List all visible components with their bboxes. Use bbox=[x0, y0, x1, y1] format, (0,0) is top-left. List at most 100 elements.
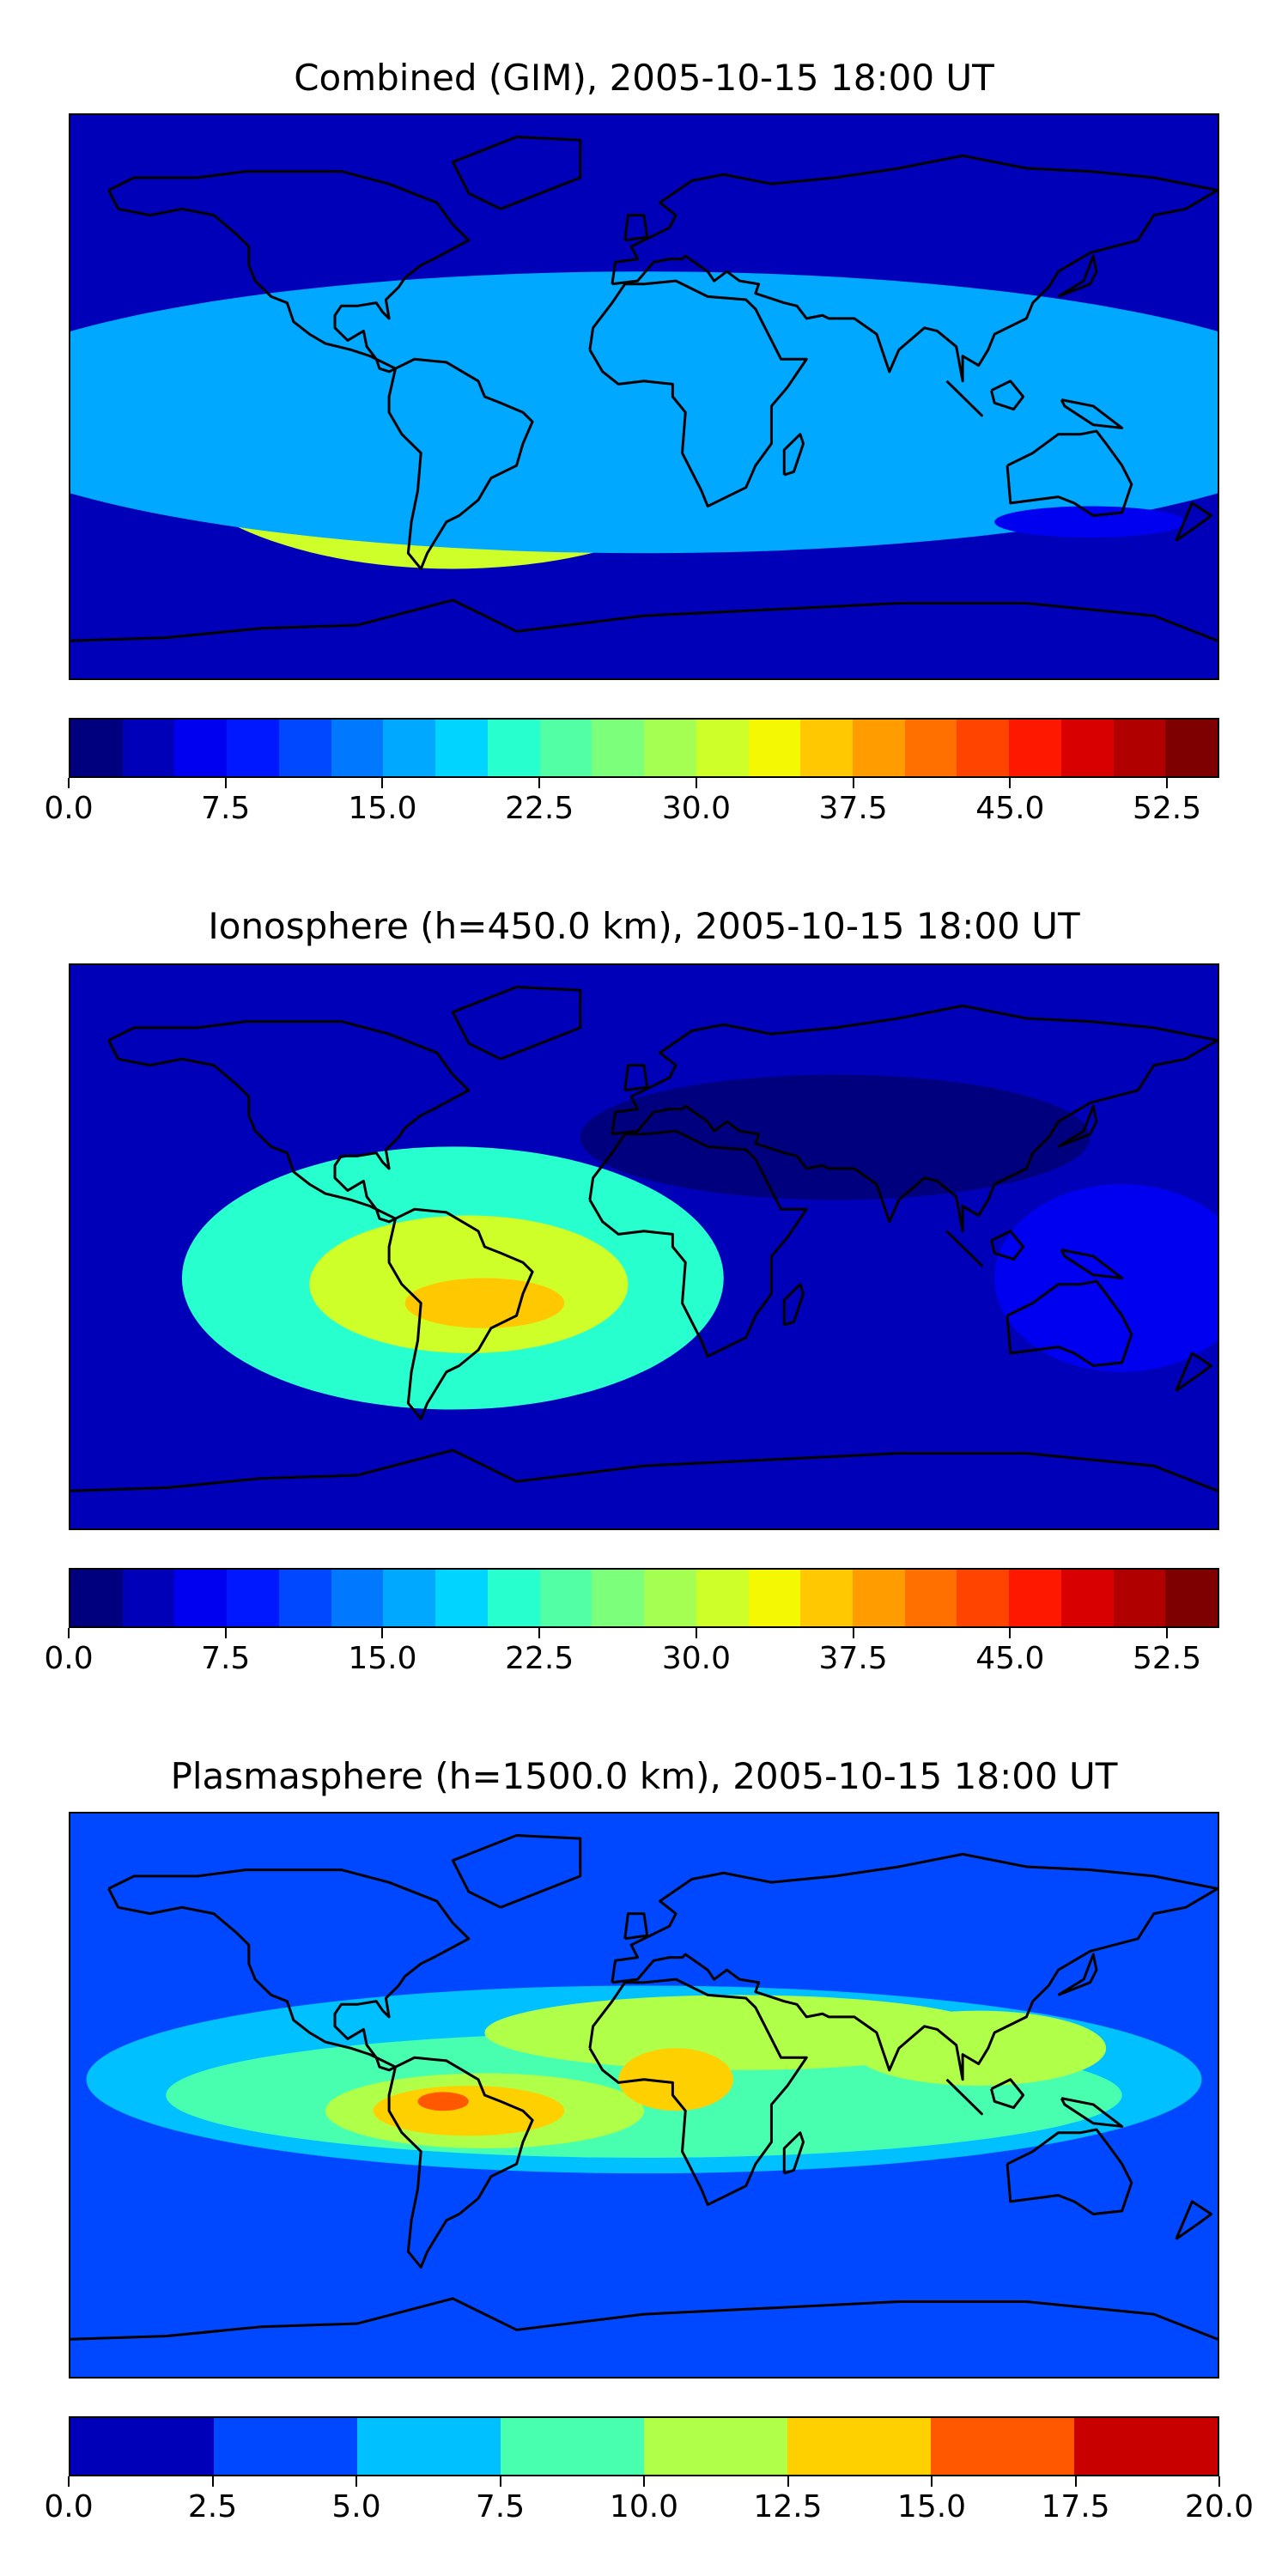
colorbar-segment bbox=[800, 1570, 854, 1626]
colorbar-tick bbox=[695, 778, 697, 788]
colorbar-segment bbox=[174, 720, 228, 776]
colorbar-tick-label: 52.5 bbox=[1133, 791, 1202, 826]
colorbar-tick bbox=[1166, 778, 1169, 788]
colorbar-tick bbox=[1074, 2476, 1077, 2487]
colorbar-segment bbox=[227, 720, 279, 776]
colorbar-tick bbox=[224, 778, 227, 788]
colorbar-tick-label: 45.0 bbox=[975, 1641, 1045, 1676]
heatmap-region-4 bbox=[70, 271, 1218, 554]
colorbar-segment bbox=[383, 1570, 436, 1626]
colorbar-tick-label: 15.0 bbox=[896, 2489, 967, 2524]
colorbar-tick-label: 10.0 bbox=[609, 2489, 679, 2524]
colorbar-tick-label: 0.0 bbox=[44, 2489, 94, 2524]
panel-2-title: Ionosphere (h=450.0 km), 2005-10-15 18:0… bbox=[208, 905, 1080, 947]
colorbar-segment bbox=[487, 1570, 540, 1626]
colorbar-tick-label: 15.0 bbox=[348, 1641, 417, 1676]
coastline bbox=[1060, 1249, 1124, 1279]
colorbar-segment bbox=[70, 2418, 214, 2475]
heatmap-region-7 bbox=[417, 2092, 469, 2111]
colorbar-segment bbox=[957, 1570, 1010, 1626]
coastline bbox=[451, 136, 582, 210]
colorbar-tick bbox=[68, 2476, 70, 2487]
colorbar-tick bbox=[381, 778, 384, 788]
colorbar-segment bbox=[1009, 1570, 1061, 1626]
heatmap-region-2 bbox=[404, 1278, 565, 1328]
colorbar-tick bbox=[787, 2476, 789, 2487]
coastline bbox=[782, 433, 805, 477]
colorbar-tick bbox=[68, 1628, 70, 1638]
coastline bbox=[945, 1230, 983, 1267]
colorbar-tick-label: 2.5 bbox=[187, 2489, 238, 2524]
coastline bbox=[1175, 2200, 1213, 2240]
panel-3-colorbar bbox=[69, 2416, 1219, 2476]
colorbar-tick bbox=[1009, 1628, 1012, 1638]
coastline bbox=[990, 380, 1025, 411]
colorbar-tick bbox=[355, 2476, 357, 2487]
colorbar-tick bbox=[224, 1628, 227, 1638]
colorbar-segment bbox=[1113, 1570, 1166, 1626]
coastline bbox=[1005, 1279, 1133, 1367]
colorbar-tick bbox=[1009, 778, 1012, 788]
coastline bbox=[451, 986, 582, 1060]
colorbar-segment bbox=[435, 1570, 488, 1626]
panel-2-colorbar bbox=[69, 1568, 1219, 1628]
coastline bbox=[387, 357, 534, 570]
colorbar-tick bbox=[643, 2476, 645, 2487]
colorbar-segment bbox=[70, 720, 123, 776]
coastline bbox=[611, 1004, 1218, 1233]
colorbar-tick-label: 12.5 bbox=[753, 2489, 823, 2524]
coastline bbox=[588, 279, 808, 508]
coastline bbox=[1175, 501, 1213, 542]
colorbar-tick-label: 22.5 bbox=[505, 791, 574, 826]
heatmap-region-4 bbox=[851, 2010, 1107, 2087]
coastline bbox=[782, 2131, 805, 2175]
coastline bbox=[70, 2297, 1218, 2341]
panel-1-map bbox=[69, 113, 1219, 680]
heatmap-region-6 bbox=[618, 2048, 733, 2111]
colorbar-tick-label: 37.5 bbox=[818, 791, 888, 826]
coastline bbox=[1005, 429, 1133, 517]
colorbar-tick-label: 37.5 bbox=[818, 1641, 888, 1676]
colorbar-segment bbox=[592, 720, 645, 776]
coastline bbox=[623, 214, 649, 242]
colorbar-segment bbox=[227, 1570, 279, 1626]
coastline bbox=[945, 380, 983, 417]
panel-3-title: Plasmasphere (h=1500.0 km), 2005-10-15 1… bbox=[170, 1755, 1118, 1797]
colorbar-tick-label: 7.5 bbox=[475, 2489, 526, 2524]
heatmap-region-3 bbox=[580, 1074, 1091, 1200]
colorbar-segment bbox=[1009, 720, 1061, 776]
colorbar-segment bbox=[383, 720, 436, 776]
colorbar-segment bbox=[644, 2418, 787, 2475]
panel-1-title: Combined (GIM), 2005-10-15 18:00 UT bbox=[294, 57, 994, 99]
colorbar-segment bbox=[1165, 1570, 1218, 1626]
colorbar-segment bbox=[122, 1570, 175, 1626]
colorbar-tick bbox=[931, 2476, 933, 2487]
colorbar-tick bbox=[68, 778, 70, 788]
coastline bbox=[990, 1230, 1025, 1261]
colorbar-tick-label: 0.0 bbox=[44, 1641, 94, 1676]
colorbar-segment bbox=[957, 720, 1010, 776]
colorbar-tick-label: 5.0 bbox=[331, 2489, 381, 2524]
heatmap-region-5 bbox=[373, 2086, 565, 2136]
colorbar-segment bbox=[278, 720, 331, 776]
coastline bbox=[623, 1064, 649, 1092]
colorbar-tick-label: 20.0 bbox=[1184, 2489, 1255, 2524]
colorbar-tick-label: 45.0 bbox=[975, 791, 1045, 826]
coastline bbox=[70, 1449, 1218, 1492]
colorbar-tick-label: 22.5 bbox=[505, 1641, 574, 1676]
colorbar-tick bbox=[695, 1628, 697, 1638]
colorbar-segment bbox=[1074, 2418, 1218, 2475]
colorbar-segment bbox=[487, 720, 540, 776]
colorbar-tick bbox=[499, 2476, 501, 2487]
colorbar-segment bbox=[501, 2418, 644, 2475]
colorbar-tick bbox=[852, 1628, 854, 1638]
colorbar-segment bbox=[748, 720, 801, 776]
panel-3-map bbox=[69, 1812, 1219, 2379]
colorbar-segment bbox=[853, 1570, 905, 1626]
coastline bbox=[1005, 2128, 1133, 2215]
colorbar-segment bbox=[214, 2418, 357, 2475]
coastline bbox=[387, 1207, 534, 1420]
coastline bbox=[451, 1834, 582, 1909]
coastline bbox=[1057, 1104, 1098, 1148]
colorbar-segment bbox=[800, 720, 854, 776]
